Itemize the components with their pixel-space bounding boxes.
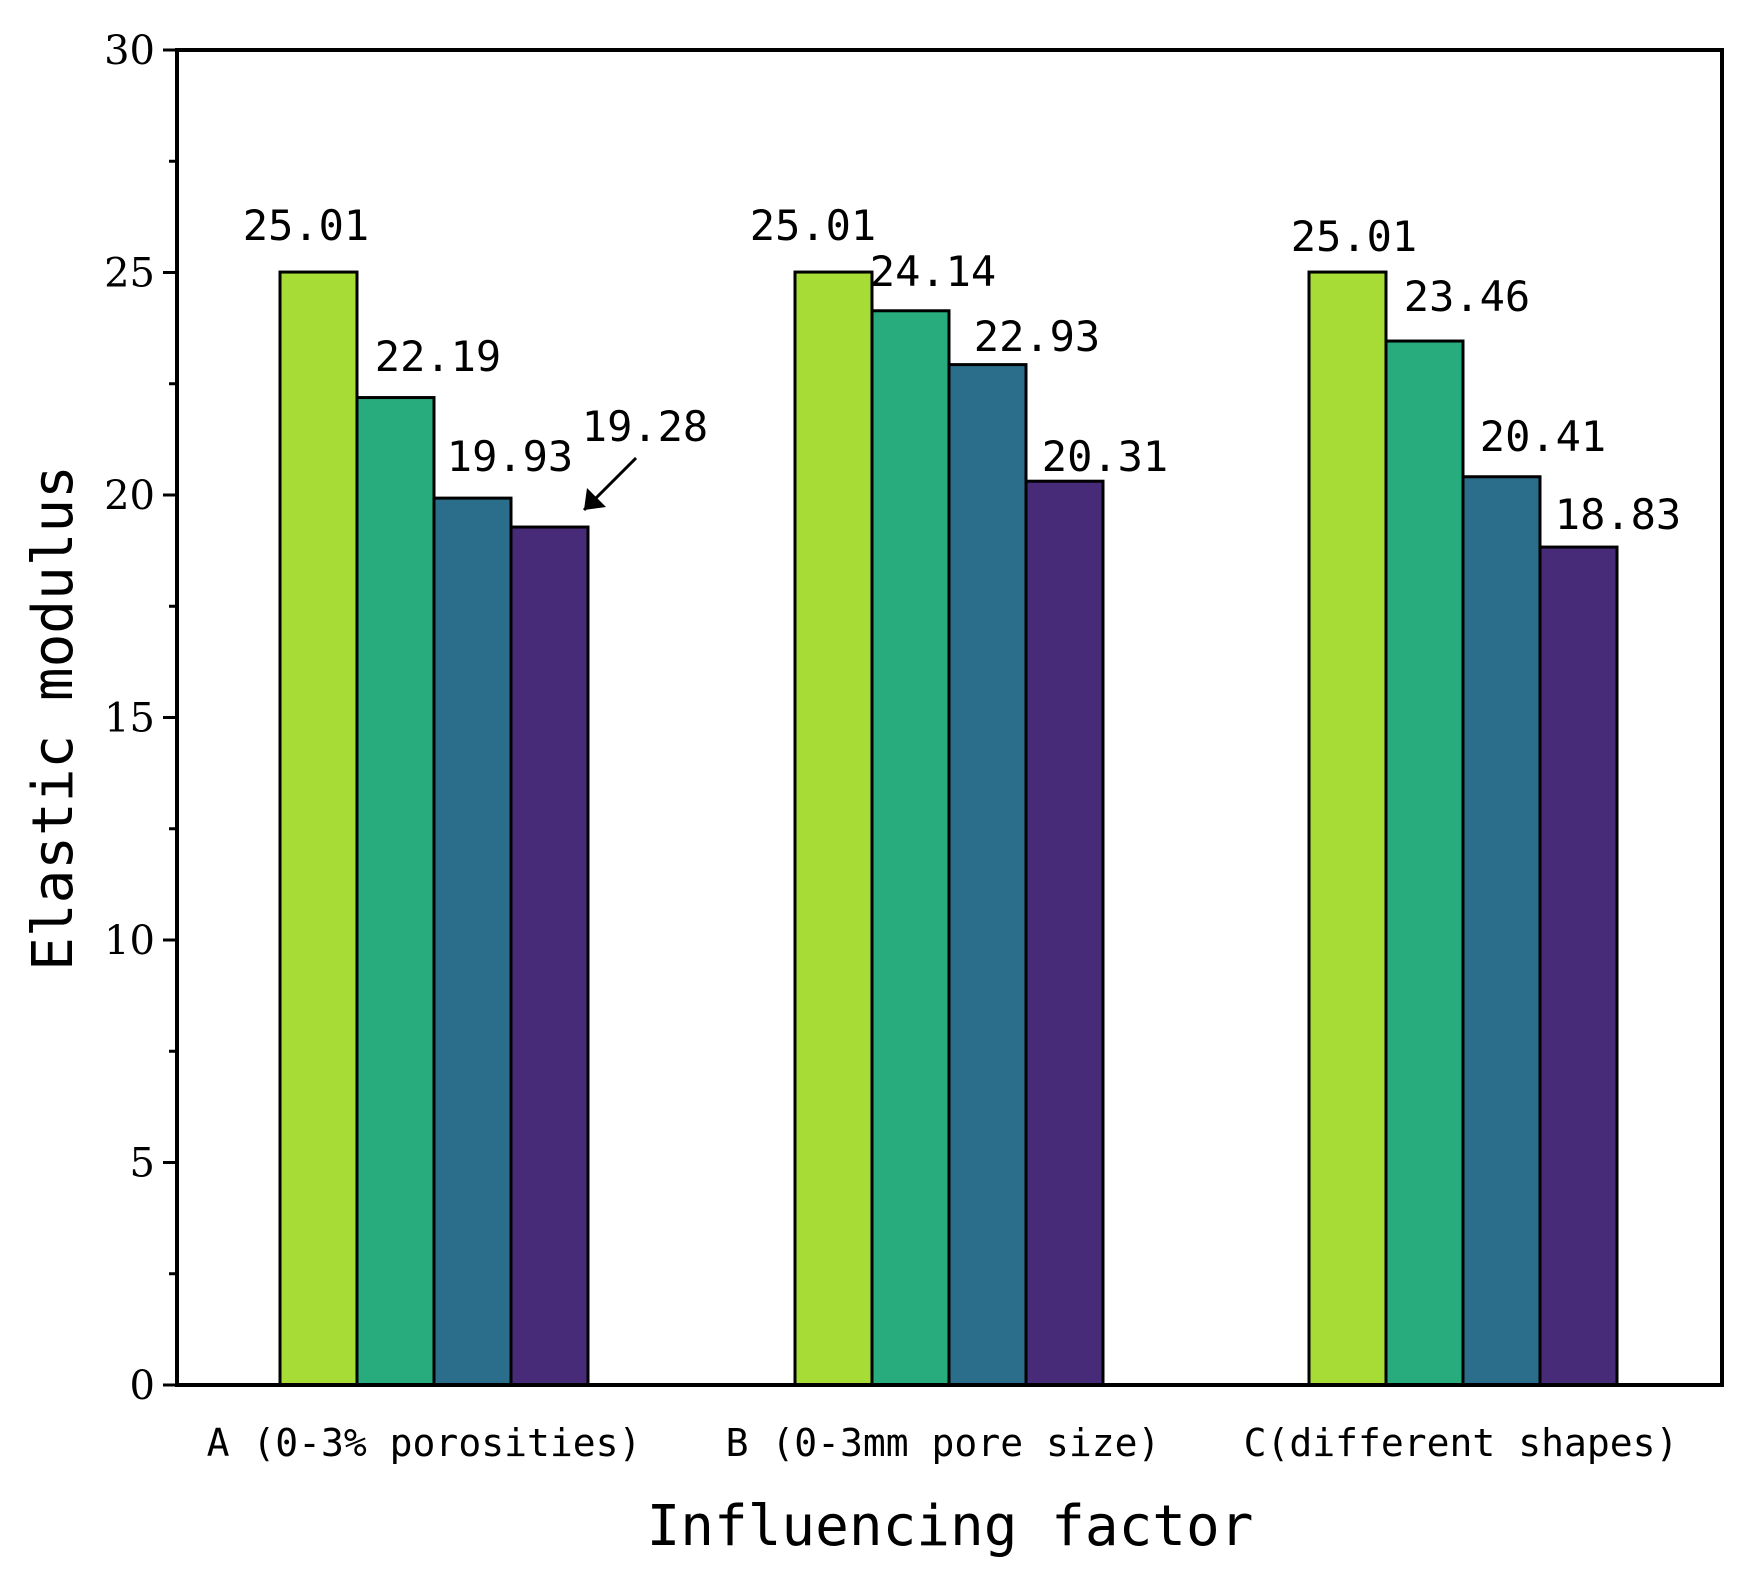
- x-category-label: A (0-3% porosities): [207, 1421, 642, 1465]
- data-label: 22.93: [974, 312, 1100, 361]
- data-label: 19.28: [582, 402, 708, 451]
- labels-layer: 25.0122.1919.9319.2825.0124.1422.9320.31…: [243, 201, 1681, 539]
- bar: [870, 309, 951, 1387]
- data-label: 18.83: [1555, 490, 1681, 539]
- annotation-arrow-head: [584, 488, 606, 510]
- bar: [947, 363, 1028, 1387]
- y-axis-title: Elastic modulus: [21, 465, 86, 971]
- data-label: 23.46: [1404, 272, 1530, 321]
- data-label: 24.14: [870, 247, 996, 296]
- y-tick-label: 5: [130, 1141, 155, 1187]
- bar: [1461, 475, 1542, 1387]
- data-label: 20.41: [1480, 412, 1606, 461]
- bar: [278, 270, 359, 1387]
- bar: [1024, 479, 1105, 1387]
- y-tick-label: 15: [104, 696, 155, 742]
- bar: [1307, 270, 1388, 1387]
- data-label: 25.01: [243, 201, 369, 250]
- data-label: 25.01: [750, 201, 876, 250]
- x-axis-title: Influencing factor: [647, 1494, 1254, 1559]
- axes-layer: 0 5 10 15 20 25 30 A (0-3% porosities) B (0-3mm …: [104, 28, 1724, 1465]
- bar: [1384, 339, 1465, 1387]
- y-tick-label: 0: [130, 1363, 155, 1409]
- y-tick-label: 10: [104, 918, 155, 964]
- y-tick-label: 20: [104, 473, 155, 519]
- data-label: 25.01: [1291, 212, 1417, 261]
- data-label: 20.31: [1042, 432, 1168, 481]
- bar: [793, 270, 874, 1387]
- data-label: 19.93: [447, 432, 573, 481]
- bar: [355, 396, 436, 1387]
- bar: [509, 525, 590, 1387]
- bar: [1538, 545, 1619, 1387]
- x-category-label: B (0-3mm pore size): [726, 1421, 1161, 1465]
- data-label: 22.19: [375, 332, 501, 381]
- y-tick-label: 25: [104, 251, 155, 297]
- y-tick-label: 30: [104, 28, 155, 74]
- bars-layer: [278, 270, 1619, 1387]
- x-category-label: C(different shapes): [1244, 1421, 1679, 1465]
- bar: [432, 496, 513, 1387]
